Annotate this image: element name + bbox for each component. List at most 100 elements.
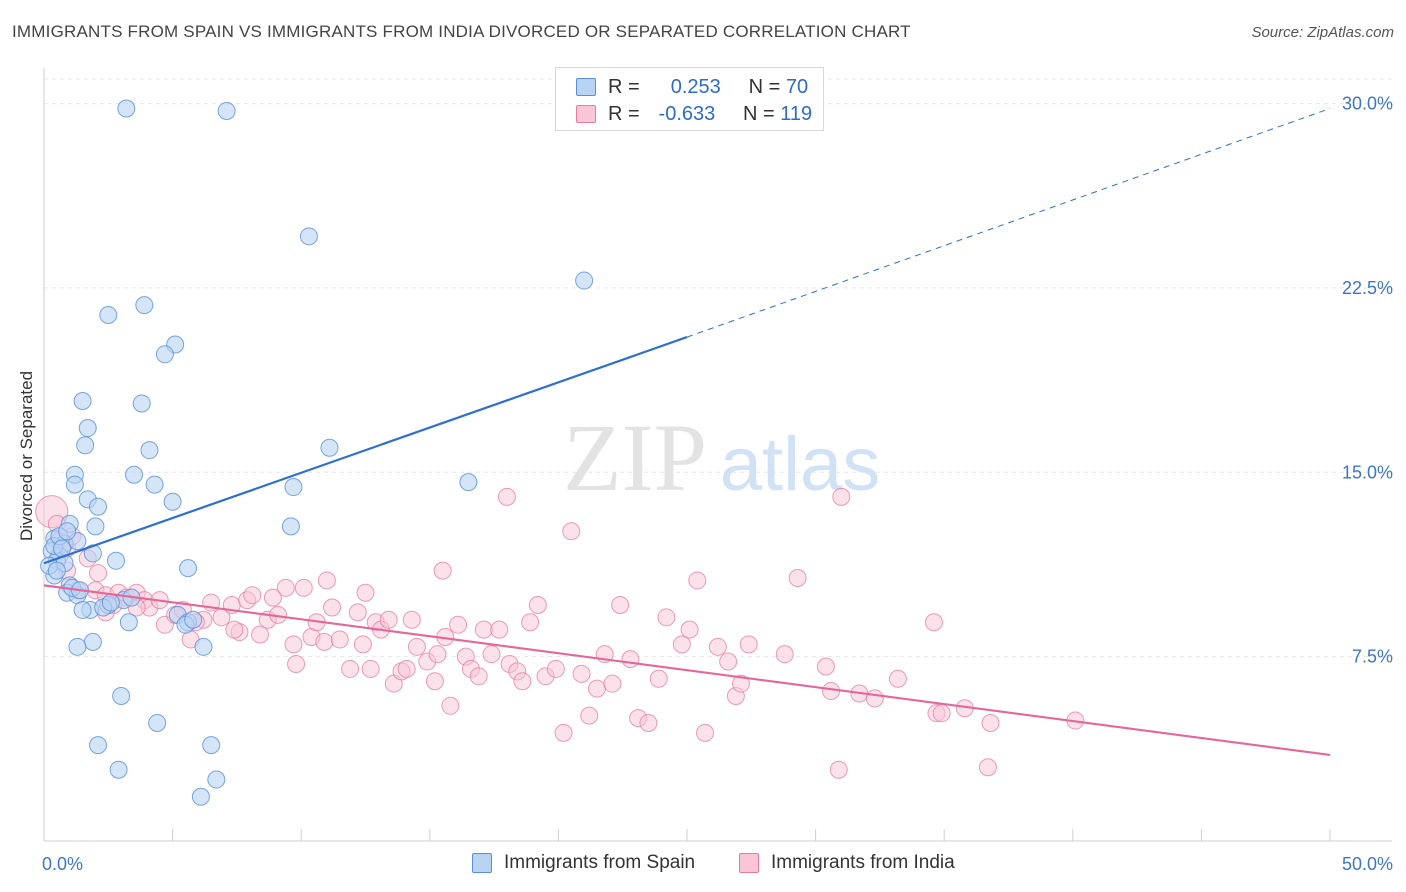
india-data-point: [521, 613, 540, 632]
bottom-legend-india: Immigrants from India: [739, 852, 955, 874]
spain-data-point: [83, 632, 102, 651]
india-data-point: [89, 564, 108, 583]
spain-data-point: [191, 787, 210, 806]
x-tick-label: 50.0%: [1342, 854, 1393, 874]
india-data-point: [225, 620, 244, 639]
india-data-point: [924, 613, 943, 632]
india-data-point: [317, 571, 336, 590]
legend-row-spain: R = 0.253 N = 70: [576, 75, 808, 99]
india-data-point: [672, 635, 691, 654]
india-data-point: [490, 620, 509, 639]
spain-data-point: [119, 613, 138, 632]
spain-data-point: [163, 492, 182, 511]
spain-data-point: [145, 475, 164, 494]
spain-data-point: [86, 517, 105, 536]
india-data-point: [379, 610, 398, 629]
india-data-point: [572, 664, 591, 683]
india-data-point: [981, 714, 1000, 733]
india-data-point: [580, 706, 599, 725]
spain-data-point: [112, 686, 131, 705]
spain-data-point: [73, 600, 92, 619]
spain-data-point: [101, 593, 120, 612]
india-data-point: [397, 659, 416, 678]
india-data-point: [816, 657, 835, 676]
spain-n-value: 70: [785, 75, 809, 98]
india-data-point: [822, 682, 841, 701]
india-data-point: [294, 578, 313, 597]
india-data-point: [603, 674, 622, 693]
spain-data-point: [109, 760, 128, 779]
spain-points: [40, 99, 594, 806]
spain-data-point: [76, 436, 95, 455]
chart-title: IMMIGRANTS FROM SPAIN VS IMMIGRANTS FROM…: [12, 22, 911, 41]
spain-data-point: [217, 101, 236, 120]
india-data-point: [474, 620, 493, 639]
spain-data-point: [89, 736, 108, 755]
spain-data-point: [184, 610, 203, 629]
spain-trend-line: [43, 336, 688, 565]
india-data-point: [775, 645, 794, 664]
india-data-point: [284, 635, 303, 654]
y-tick-label: 7.5%: [1352, 647, 1393, 667]
spain-data-point: [132, 394, 151, 413]
india-data-point: [680, 620, 699, 639]
india-data-point: [788, 568, 807, 587]
india-data-point: [739, 635, 758, 654]
correlation-legend: R = 0.253 N = 70 R = -0.633 N = 119: [555, 67, 824, 131]
spain-data-point: [155, 345, 174, 364]
spain-data-point: [117, 99, 136, 118]
india-data-point: [708, 637, 727, 656]
india-data-point: [554, 723, 573, 742]
india-legend-swatch: [739, 853, 759, 873]
r-label: R =: [608, 102, 640, 125]
y-tick-label: 22.5%: [1342, 278, 1393, 298]
india-data-point: [888, 669, 907, 688]
spain-data-point: [284, 478, 303, 497]
n-label: N =: [748, 75, 781, 98]
y-tick-label: 30.0%: [1342, 94, 1393, 114]
india-data-point: [341, 659, 360, 678]
india-data-point: [587, 679, 606, 698]
india-data-point: [315, 632, 334, 651]
spain-data-point: [135, 296, 154, 315]
spain-data-point: [179, 559, 198, 578]
grid-lines: [44, 78, 1392, 658]
india-data-point: [513, 672, 532, 691]
india-data-point: [829, 760, 848, 779]
india-data-point: [649, 669, 668, 688]
spain-data-point: [459, 473, 478, 492]
india-data-point: [719, 652, 738, 671]
source-credit: Source: ZipAtlas.com: [1251, 24, 1394, 41]
spain-data-point: [140, 441, 159, 460]
india-legend-label: Immigrants from India: [771, 852, 955, 873]
india-data-point: [323, 598, 342, 617]
india-data-point: [407, 637, 426, 656]
india-trend-line: [43, 584, 1331, 757]
spain-data-point: [207, 770, 226, 789]
india-data-point: [639, 714, 658, 733]
spain-legend-swatch: [472, 853, 492, 873]
india-data-point: [361, 659, 380, 678]
watermark-zip: ZIP: [563, 404, 707, 511]
india-data-point: [433, 561, 452, 580]
india-swatch: [576, 105, 596, 123]
india-data-point: [562, 522, 581, 541]
india-data-point: [428, 645, 447, 664]
india-data-point: [932, 704, 951, 723]
india-data-point: [832, 487, 851, 506]
y-axis-label: Divorced or Separated: [17, 371, 36, 541]
spain-legend-label: Immigrants from Spain: [504, 852, 696, 873]
tick-labels: 7.5% 15.0% 22.5% 30.0% 0.0% 50.0%: [42, 94, 1393, 874]
spain-data-point: [202, 736, 221, 755]
india-data-point: [528, 596, 547, 615]
spain-data-point: [281, 517, 300, 536]
india-data-point: [251, 625, 270, 644]
india-data-point: [621, 650, 640, 669]
india-data-point: [732, 674, 751, 693]
india-data-point: [611, 596, 630, 615]
india-data-point: [497, 487, 516, 506]
spain-data-point: [89, 497, 108, 516]
india-data-point: [276, 578, 295, 597]
india-n-value: 119: [780, 102, 813, 125]
